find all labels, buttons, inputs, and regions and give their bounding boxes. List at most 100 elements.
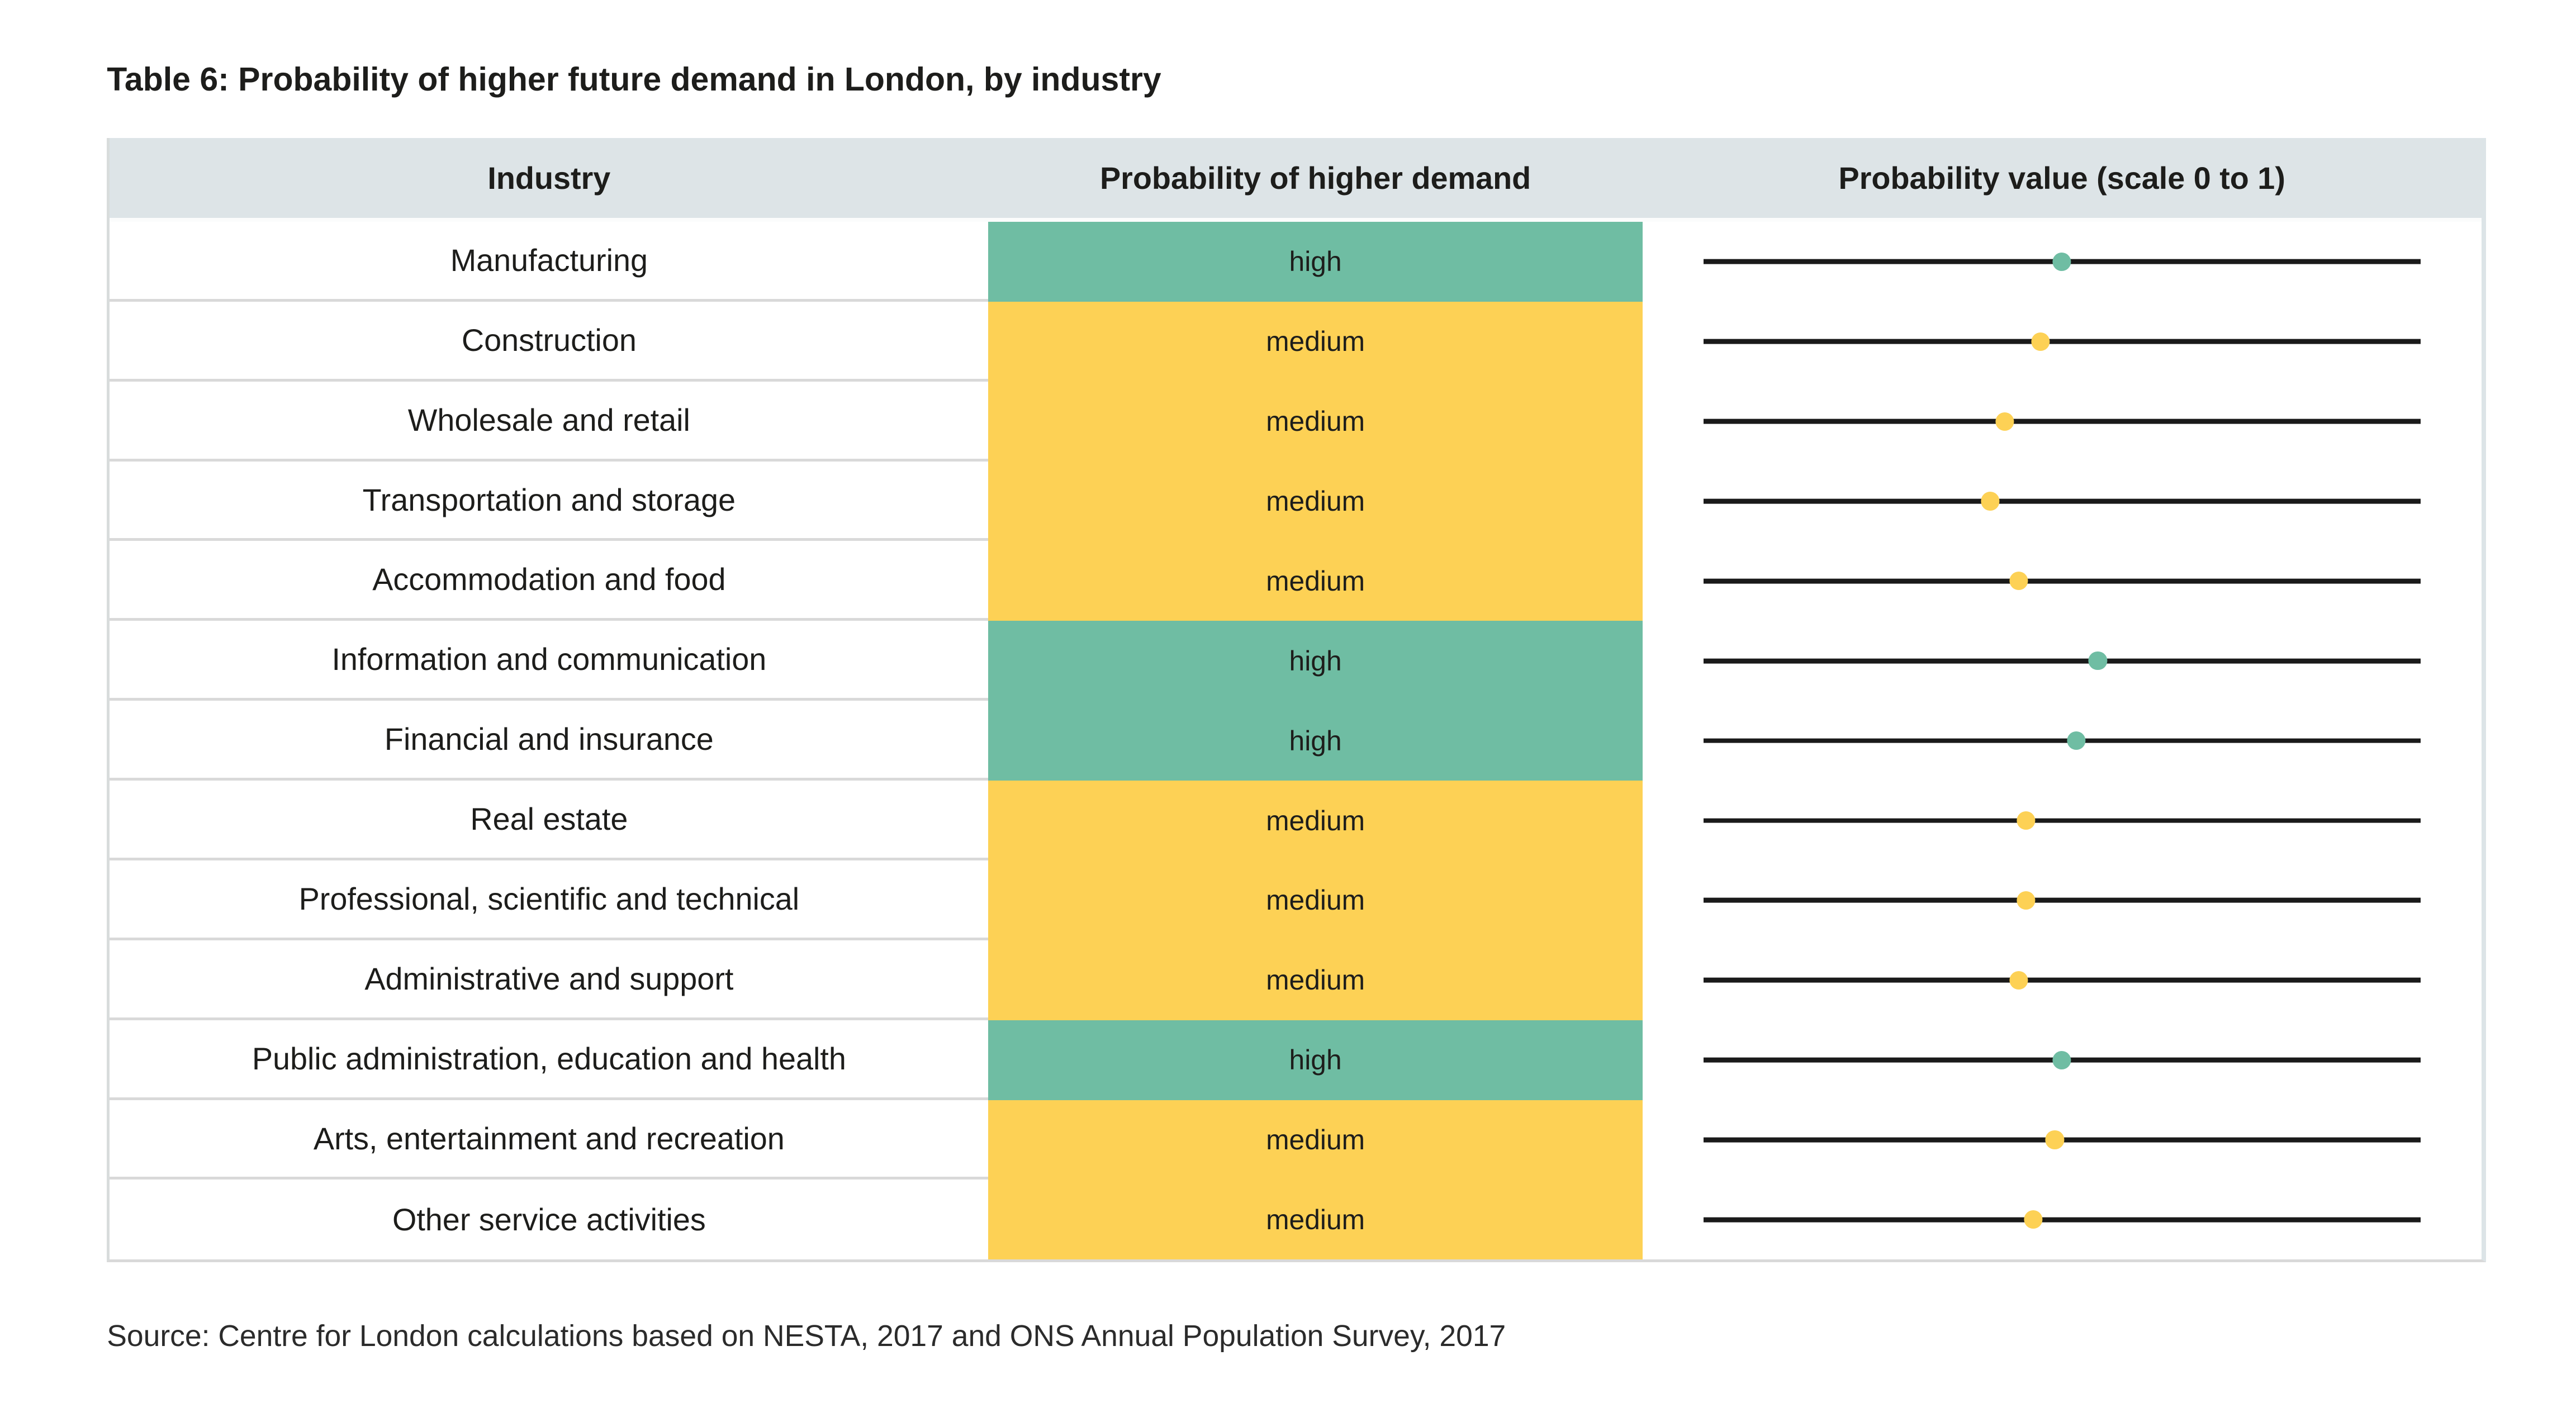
industry-cell: Construction xyxy=(110,301,989,382)
table-title: Table 6: Probability of higher future de… xyxy=(107,60,1161,98)
value-cell xyxy=(1642,701,2482,781)
industry-cell: Transportation and storage xyxy=(110,461,989,541)
value-cell xyxy=(1642,461,2482,541)
demand-label: medium xyxy=(1266,1204,1365,1235)
demand-label: high xyxy=(1289,246,1342,278)
value-track xyxy=(1703,252,2421,272)
demand-cell: medium xyxy=(988,381,1643,462)
value-cell xyxy=(1642,781,2482,860)
value-cell xyxy=(1642,301,2482,382)
industry-cell: Real estate xyxy=(110,781,989,860)
value-cell xyxy=(1642,1180,2482,1260)
value-cell xyxy=(1642,1020,2482,1100)
column-header-value: Probability value (scale 0 to 1) xyxy=(1838,160,2285,196)
value-track xyxy=(1703,811,2421,830)
value-track xyxy=(1703,1050,2421,1069)
table-row: Financial and insurance high xyxy=(110,701,2482,781)
demand-cell: high xyxy=(988,1020,1643,1100)
demand-cell: medium xyxy=(988,940,1643,1020)
industry-cell: Financial and insurance xyxy=(110,701,989,781)
table-row: Administrative and support medium xyxy=(110,940,2482,1020)
industry-cell: Information and communication xyxy=(110,621,989,701)
value-track xyxy=(1703,731,2421,750)
demand-label: high xyxy=(1289,1044,1342,1076)
value-dot xyxy=(2052,252,2071,272)
table-body: Manufacturing high Construction medium W… xyxy=(110,221,2482,1260)
value-track xyxy=(1703,572,2421,591)
value-cell xyxy=(1642,860,2482,940)
column-header-demand: Probability of higher demand xyxy=(1099,160,1531,196)
demand-label: high xyxy=(1289,645,1342,677)
table-header-row: Industry Probability of higher demand Pr… xyxy=(110,138,2482,222)
table-row: Accommodation and food medium xyxy=(110,541,2482,621)
demand-cell: medium xyxy=(988,860,1643,940)
value-dot xyxy=(2017,811,2036,830)
value-track xyxy=(1703,1130,2421,1149)
demand-cell: high xyxy=(988,221,1643,302)
industry-cell: Other service activities xyxy=(110,1180,989,1260)
value-dot xyxy=(2067,731,2086,750)
demand-cell: medium xyxy=(988,781,1643,860)
demand-cell: high xyxy=(988,621,1643,701)
table-row: Real estate medium xyxy=(110,781,2482,860)
industry-cell: Administrative and support xyxy=(110,940,989,1020)
value-dot xyxy=(2024,1210,2043,1229)
demand-label: medium xyxy=(1266,805,1365,836)
value-track xyxy=(1703,1210,2421,1229)
value-cell xyxy=(1642,621,2482,701)
demand-cell: medium xyxy=(988,541,1643,621)
value-cell xyxy=(1642,381,2482,462)
demand-cell: medium xyxy=(988,1100,1643,1180)
value-dot xyxy=(2052,1050,2071,1069)
value-track xyxy=(1703,651,2421,670)
table-row: Public administration, education and hea… xyxy=(110,1020,2482,1100)
value-dot xyxy=(2088,651,2107,670)
demand-cell: medium xyxy=(988,1180,1643,1260)
value-cell xyxy=(1642,1100,2482,1180)
industry-cell: Professional, scientific and technical xyxy=(110,860,989,940)
demand-label: high xyxy=(1289,725,1342,757)
value-dot xyxy=(1981,492,2000,511)
value-cell xyxy=(1642,221,2482,302)
value-cell xyxy=(1642,940,2482,1020)
industry-cell: Public administration, education and hea… xyxy=(110,1020,989,1100)
column-header-industry: Industry xyxy=(487,160,611,196)
table-row: Wholesale and retail medium xyxy=(110,381,2482,462)
demand-table: Industry Probability of higher demand Pr… xyxy=(107,138,2486,1263)
industry-cell: Accommodation and food xyxy=(110,541,989,621)
value-track xyxy=(1703,971,2421,990)
industry-cell: Wholesale and retail xyxy=(110,381,989,462)
value-dot xyxy=(2017,891,2036,910)
value-track xyxy=(1703,891,2421,910)
demand-label: medium xyxy=(1266,884,1365,916)
industry-cell: Arts, entertainment and recreation xyxy=(110,1100,989,1180)
demand-label: medium xyxy=(1266,486,1365,517)
table-row: Construction medium xyxy=(110,301,2482,382)
value-dot xyxy=(2031,332,2050,351)
value-dot xyxy=(2009,572,2028,591)
value-cell xyxy=(1642,541,2482,621)
demand-cell: medium xyxy=(988,301,1643,382)
demand-cell: medium xyxy=(988,461,1643,541)
demand-label: medium xyxy=(1266,1124,1365,1156)
table-row: Manufacturing high xyxy=(110,221,2482,302)
value-dot xyxy=(2045,1130,2064,1149)
table-row: Professional, scientific and technical m… xyxy=(110,860,2482,940)
value-track xyxy=(1703,412,2421,431)
source-note: Source: Centre for London calculations b… xyxy=(107,1319,1506,1353)
demand-label: medium xyxy=(1266,326,1365,358)
demand-label: medium xyxy=(1266,964,1365,996)
table-row: Transportation and storage medium xyxy=(110,461,2482,541)
value-dot xyxy=(1995,412,2014,431)
value-dot xyxy=(2009,971,2028,990)
table-row: Other service activities medium xyxy=(110,1180,2482,1260)
demand-cell: high xyxy=(988,701,1643,781)
table-row: Arts, entertainment and recreation mediu… xyxy=(110,1100,2482,1180)
demand-label: medium xyxy=(1266,565,1365,597)
industry-cell: Manufacturing xyxy=(110,221,989,302)
value-track xyxy=(1703,332,2421,351)
demand-label: medium xyxy=(1266,406,1365,437)
table-row: Information and communication high xyxy=(110,621,2482,701)
value-track xyxy=(1703,492,2421,511)
